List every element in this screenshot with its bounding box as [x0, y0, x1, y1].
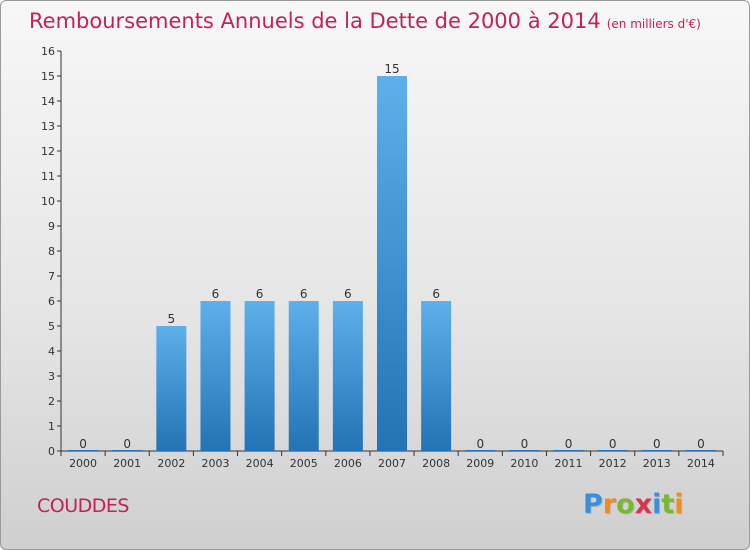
x-tick-label: 2010	[510, 457, 538, 470]
data-label-2001: 0	[123, 437, 131, 451]
data-label-2007: 15	[384, 62, 399, 76]
x-tick-label: 2009	[466, 457, 494, 470]
bar-2005	[288, 301, 319, 451]
y-tick-label: 6	[48, 295, 55, 308]
chart-data-labels: 0 0 5 6 6 6 6 15 6 0 0 0 0 0 0	[79, 62, 705, 451]
chart-unit-note: (en milliers d'€)	[606, 17, 701, 31]
commune-name: COUDDES	[37, 495, 129, 517]
chart-bars	[68, 76, 716, 451]
y-tick-label: 16	[41, 45, 55, 58]
y-tick-label: 9	[48, 220, 55, 233]
x-tick-label: 2006	[334, 457, 362, 470]
logo-letter: x	[634, 489, 653, 520]
data-label-2013: 0	[653, 437, 661, 451]
y-tick-label: 0	[48, 445, 55, 458]
data-label-2014: 0	[697, 437, 705, 451]
data-label-2011: 0	[565, 437, 573, 451]
y-tick-label: 2	[48, 395, 55, 408]
y-tick-label: 15	[41, 70, 55, 83]
data-label-2005: 6	[300, 287, 308, 301]
y-tick-label: 13	[41, 120, 55, 133]
x-tick-label: 2005	[290, 457, 318, 470]
data-label-2009: 0	[476, 437, 484, 451]
data-label-2008: 6	[432, 287, 440, 301]
y-tick-label: 1	[48, 420, 55, 433]
y-tick-label: 4	[48, 345, 55, 358]
y-tick-label: 14	[41, 95, 55, 108]
chart-title-text: Remboursements Annuels de la Dette de 20…	[29, 9, 601, 33]
chart-title: Remboursements Annuels de la Dette de 20…	[29, 9, 701, 33]
y-tick-label: 3	[48, 370, 55, 383]
x-tick-label: 2002	[157, 457, 185, 470]
y-tick-label: 5	[48, 320, 55, 333]
y-tick-label: 7	[48, 270, 55, 283]
logo-letter: i	[652, 489, 662, 520]
bar-2008	[421, 301, 452, 451]
x-tick-label: 2003	[201, 457, 229, 470]
y-tick-label: 8	[48, 245, 55, 258]
bar-2004	[244, 301, 275, 451]
x-tick-label: 2011	[555, 457, 583, 470]
bar-2007	[377, 76, 407, 451]
data-label-2000: 0	[79, 437, 87, 451]
x-tick-label: 2000	[69, 457, 97, 470]
data-label-2002: 5	[168, 312, 176, 326]
x-tick-label: 2004	[246, 457, 274, 470]
bar-2003	[200, 301, 231, 451]
x-tick-label: 2012	[599, 457, 627, 470]
bar-2006	[332, 301, 363, 451]
logo-letter: t	[661, 489, 675, 520]
proxiti-logo: Proxiti	[583, 489, 684, 520]
data-label-2012: 0	[609, 437, 617, 451]
y-tick-label: 12	[41, 145, 55, 158]
x-tick-label: 2007	[378, 457, 406, 470]
data-label-2003: 6	[212, 287, 220, 301]
y-tick-label: 11	[41, 170, 55, 183]
data-label-2010: 0	[521, 437, 529, 451]
x-tick-label: 2014	[687, 457, 715, 470]
data-label-2006: 6	[344, 287, 352, 301]
logo-letter: r	[602, 489, 617, 520]
logo-letter: P	[583, 489, 603, 520]
logo-letter: o	[616, 489, 635, 520]
x-tick-label: 2001	[113, 457, 141, 470]
x-tick-label: 2008	[422, 457, 450, 470]
data-label-2004: 6	[256, 287, 264, 301]
logo-letter: i	[674, 489, 684, 520]
x-tick-label: 2013	[643, 457, 671, 470]
bar-2002	[156, 326, 187, 451]
y-tick-label: 10	[41, 195, 55, 208]
